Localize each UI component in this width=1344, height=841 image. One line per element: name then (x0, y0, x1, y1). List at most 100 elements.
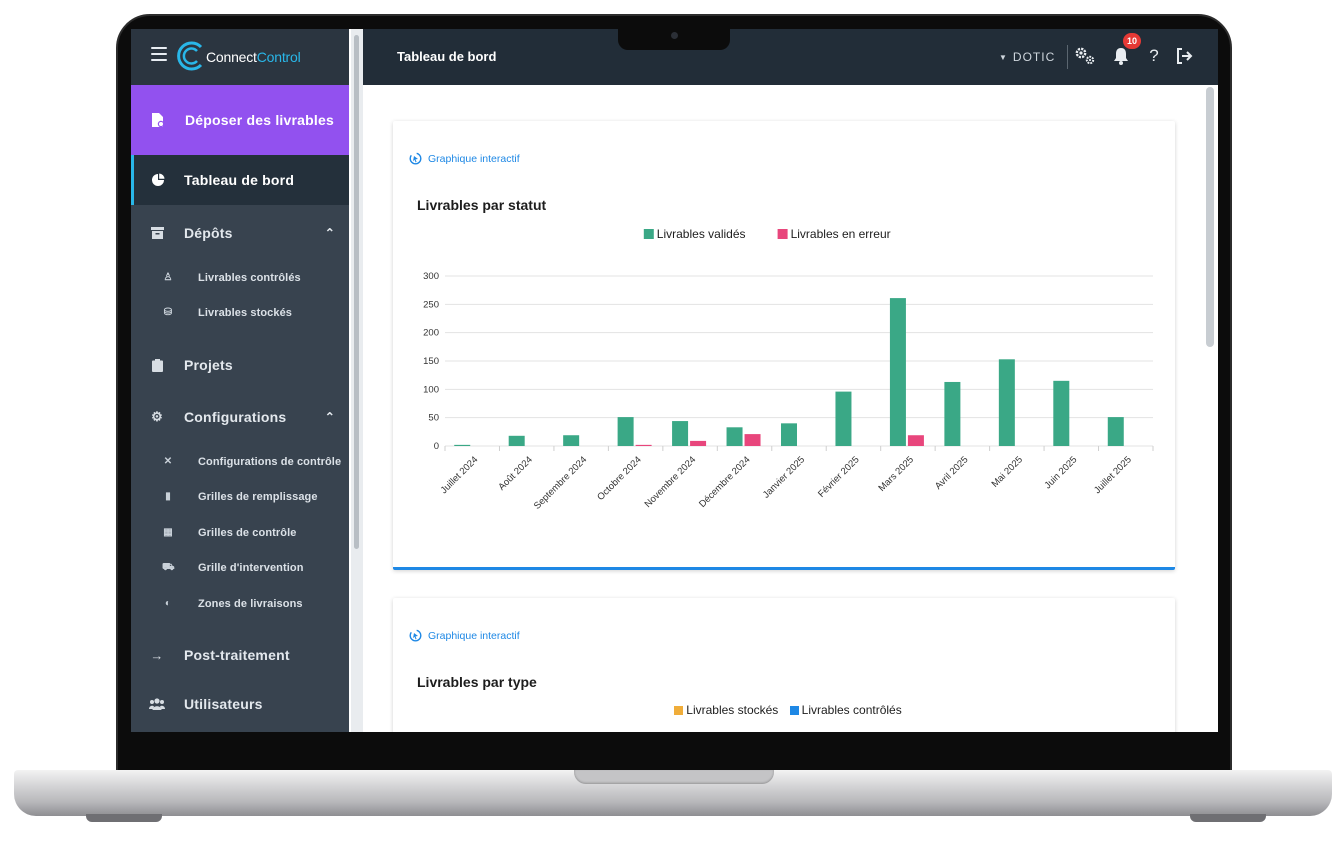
y-tick-label: 150 (423, 356, 439, 367)
bar[interactable] (563, 435, 580, 446)
bar[interactable] (726, 427, 743, 446)
pie-chart-icon (150, 172, 166, 188)
x-tick-label: Janvier 2025 (761, 454, 807, 500)
bar[interactable] (944, 381, 961, 446)
chart-card-statut: Graphique interactif Livrables par statu… (393, 121, 1175, 570)
camera-notch (618, 28, 730, 50)
bar[interactable] (835, 391, 852, 446)
interactive-chart-label: Graphique interactif (428, 152, 520, 165)
storage-icon: ⛁ (163, 307, 173, 318)
deposer-livrables-button[interactable]: Déposer des livrables (131, 85, 349, 155)
legend-swatch (789, 706, 799, 715)
calendar-icon: ▦ (163, 527, 173, 538)
y-tick-label: 200 (423, 328, 439, 339)
sidebar: ConnectControl Déposer des livrables Tab… (131, 29, 349, 732)
intervention-icon: ⛟ (162, 562, 175, 573)
bar[interactable] (744, 434, 761, 446)
sidebar-item-projets[interactable]: Projets (131, 351, 349, 379)
sidebar-item-utilisateurs[interactable]: Utilisateurs (131, 690, 349, 718)
bar[interactable] (690, 440, 707, 446)
legend-label[interactable]: Livrables contrôlés (801, 703, 902, 717)
clipboard-icon: ▮ (165, 491, 171, 502)
x-tick-label: Décembre 2024 (697, 454, 753, 510)
tools-icon: ✕ (163, 456, 173, 467)
notification-badge: 10 (1123, 33, 1141, 49)
organization-selector[interactable]: ▼ DOTIC (999, 50, 1055, 64)
hamburger-icon[interactable] (151, 47, 167, 61)
sidebar-item-configurations[interactable]: ⚙ Configurations ⌃ (131, 403, 349, 431)
sidebar-scrollbar-thumb[interactable] (354, 35, 359, 549)
bar[interactable] (781, 423, 797, 446)
x-tick-label: Février 2025 (816, 454, 861, 499)
bar[interactable] (1053, 380, 1070, 446)
bar[interactable] (617, 417, 634, 446)
bar[interactable] (907, 435, 924, 446)
users-icon (149, 696, 165, 712)
laptop-foot-right (1190, 814, 1266, 822)
y-tick-label: 0 (434, 441, 439, 452)
bar[interactable] (998, 359, 1015, 446)
bar-chart-statut[interactable]: Livrables validés Livrables en erreur 0 50 1… (393, 221, 1175, 556)
x-tick-label: Novembre 2024 (643, 454, 699, 510)
legend-label[interactable]: Livrables stockés (686, 703, 779, 717)
chart-title: Livrables par statut (417, 197, 547, 213)
logout-icon[interactable] (1173, 45, 1195, 67)
bell-icon[interactable] (1110, 45, 1132, 67)
legend-label: Livrables validés (657, 227, 746, 241)
legend-item[interactable]: Livrables validés (643, 227, 746, 241)
interactive-chart-icon (409, 629, 422, 642)
y-tick-label: 100 (423, 384, 439, 395)
sidebar-item-label: Projets (184, 357, 233, 373)
sidebar-subitem-grilles-de-controle[interactable]: ▦ Grilles de contrôle (131, 527, 349, 541)
sidebar-subitem-label: Grilles de contrôle (198, 527, 297, 539)
app-logo-text: ConnectControl (206, 49, 301, 65)
sidebar-subitem-label: Zones de livraisons (198, 598, 303, 610)
x-tick-label: Octobre 2024 (595, 454, 643, 502)
sidebar-subitem-label: Livrables stockés (198, 307, 293, 319)
bar[interactable] (1107, 417, 1124, 446)
interactive-chart-label: Graphique interactif (428, 629, 520, 642)
file-upload-icon (152, 113, 165, 128)
help-icon[interactable]: ? (1149, 46, 1159, 65)
x-tick-label: Septembre 2024 (532, 454, 589, 511)
sidebar-subitem-label: Livrables contrôlés (198, 272, 301, 284)
top-bar: Tableau de bord ▼ DOTIC 10 ? (363, 29, 1218, 85)
bar[interactable] (454, 444, 471, 446)
interactive-chart-badge[interactable]: Graphique interactif (409, 152, 520, 165)
x-tick-label: Avril 2025 (933, 454, 971, 492)
interactive-chart-icon (409, 152, 422, 165)
sidebar-subitem-grilles-de-remplissage[interactable]: ▮ Grilles de remplissage (131, 491, 349, 505)
cogs-icon: ⚙ (151, 409, 163, 424)
y-tick-label: 50 (428, 413, 439, 424)
arrow-right-icon: → (150, 647, 164, 663)
sidebar-subitem-label: Configurations de contrôle (198, 456, 342, 468)
chevron-up-icon[interactable]: ⌃ (324, 226, 335, 240)
chart-card-type: Graphique interactif Livrables par type … (393, 598, 1175, 732)
sidebar-subitem-livrables-stockes[interactable]: ⛁ Livrables stockés (131, 307, 349, 321)
sidebar-item-depots[interactable]: Dépôts ⌃ (131, 219, 349, 247)
laptop-foot-left (86, 814, 162, 822)
sidebar-subitem-livrables-controles[interactable]: ♙ Livrables contrôlés (131, 272, 349, 286)
settings-cogs-icon[interactable] (1074, 45, 1096, 67)
sidebar-scrollbar[interactable] (351, 29, 363, 732)
chevron-up-icon[interactable]: ⌃ (324, 410, 335, 424)
x-tick-label: Juillet 2024 (439, 454, 481, 496)
bar[interactable] (635, 444, 652, 446)
stamp-icon: ♙ (163, 272, 173, 283)
legend-item[interactable]: Livrables en erreur (777, 227, 891, 241)
main-scrollbar-thumb[interactable] (1206, 87, 1214, 347)
sidebar-item-post-traitement[interactable]: → Post-traitement (131, 641, 349, 669)
sidebar-subitem-configurations-de-controle[interactable]: ✕ Configurations de contrôle (131, 456, 349, 470)
sidebar-subitem-zones-de-livraisons[interactable]: ◐ Zones de livraisons (131, 598, 349, 612)
x-tick-label: Juillet 2025 (1092, 454, 1134, 496)
bar[interactable] (672, 421, 689, 446)
legend-swatch (777, 229, 788, 239)
interactive-chart-badge[interactable]: Graphique interactif (409, 629, 520, 642)
main-content: Graphique interactif Livrables par statu… (363, 85, 1218, 732)
bar[interactable] (889, 298, 906, 446)
sidebar-subitem-grille-d-intervention[interactable]: ⛟ Grille d'intervention (131, 562, 349, 576)
bar[interactable] (508, 435, 525, 446)
x-tick-label: Juin 2025 (1043, 454, 1080, 491)
sidebar-item-tableau-de-bord[interactable]: Tableau de bord (131, 155, 349, 205)
chart-legend: Livrables stockés Livrables contrôlés (393, 703, 1175, 717)
